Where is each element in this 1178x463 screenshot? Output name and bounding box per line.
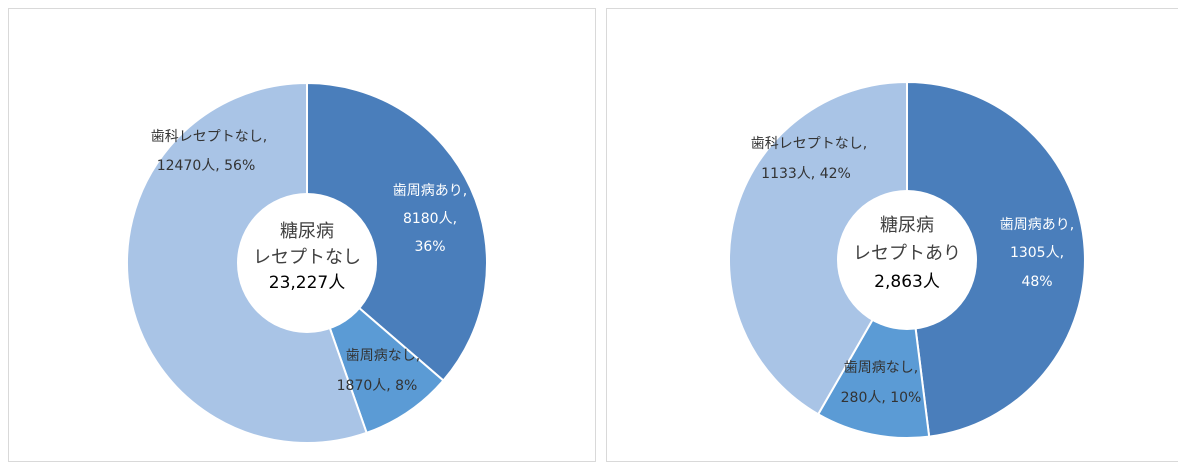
center-label-line2: レセプトなし — [253, 247, 361, 268]
data-label-shishu-ari-2: 1305人, — [1010, 245, 1064, 261]
slice-歯周病あり — [906, 80, 1086, 438]
slice-group — [728, 80, 1086, 439]
donut-chart-right: 糖尿病 レセプトあり 2,863人 歯周病あり, 1305人, 48% 歯周病な… — [728, 80, 1086, 439]
donut-hole — [237, 193, 377, 333]
donut-chart-left: 糖尿病 レセプトなし 23,227人 歯周病あり, 8180人, 36% 歯周病… — [126, 81, 488, 444]
data-label-shishu-nashi-2: 1870人, 8% — [337, 378, 418, 394]
data-label-shishu-ari-2: 8180人, — [403, 211, 457, 227]
center-label-line1: 糖尿病 — [880, 215, 934, 236]
data-label-shishu-nashi-2: 280人, 10% — [841, 390, 922, 406]
center-total: 23,227人 — [269, 273, 345, 293]
data-label-shika-nashi-1: 歯科レセプトなし, — [151, 129, 267, 145]
center-label-line1: 糖尿病 — [280, 221, 334, 242]
data-label-shishu-nashi-1: 歯周病なし, — [844, 360, 918, 376]
data-label-shishu-ari-1: 歯周病あり, — [1000, 217, 1074, 233]
center-label-line2: レセプトあり — [853, 243, 961, 264]
data-label-shishu-ari-3: 36% — [414, 239, 445, 255]
chart-panel-right: 糖尿病 レセプトあり 2,863人 歯周病あり, 1305人, 48% 歯周病な… — [606, 8, 1178, 462]
data-label-shika-nashi-1: 歯科レセプトなし, — [751, 136, 867, 152]
slice-歯周病あり — [306, 81, 488, 382]
data-label-shishu-ari-3: 48% — [1021, 274, 1052, 290]
data-label-shishu-ari-1: 歯周病あり, — [393, 183, 467, 199]
data-label-shishu-nashi-1: 歯周病なし, — [346, 348, 420, 364]
data-label-shika-nashi-2: 12470人, 56% — [157, 158, 256, 174]
center-total: 2,863人 — [874, 272, 940, 292]
chart-panel-left: 糖尿病 レセプトなし 23,227人 歯周病あり, 8180人, 36% 歯周病… — [8, 8, 596, 462]
donut-hole — [837, 190, 977, 330]
data-label-shika-nashi-2: 1133人, 42% — [761, 166, 851, 182]
slice-歯科レセプトなし — [728, 80, 908, 416]
